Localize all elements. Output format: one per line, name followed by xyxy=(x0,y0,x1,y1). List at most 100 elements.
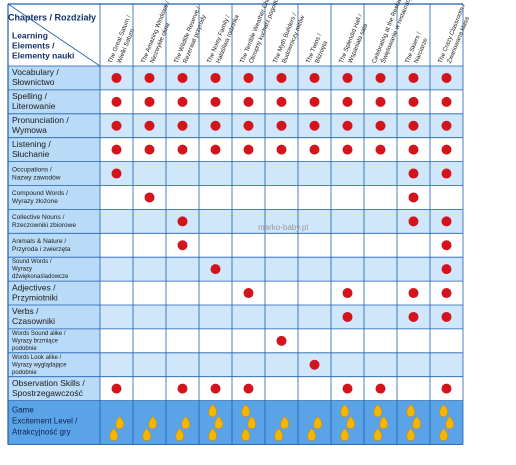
row-label: Words Look alike / xyxy=(12,355,62,361)
row-label: Words Sound alike / xyxy=(12,331,66,337)
dot xyxy=(441,72,452,83)
dot xyxy=(375,96,386,107)
row-label: podobnie xyxy=(12,346,37,352)
row-label: Nazwy zawodów xyxy=(12,174,61,181)
row-bg xyxy=(8,137,463,162)
dot xyxy=(342,120,353,131)
flames xyxy=(274,416,289,441)
dot xyxy=(309,144,320,155)
row-label: Wyrazy xyxy=(12,267,32,273)
dot xyxy=(441,144,452,155)
flames xyxy=(241,404,256,441)
row-label: Wyrazy złożone xyxy=(12,198,58,205)
row-label: Observation Skills / xyxy=(12,378,85,388)
game-label: Excitement Level / xyxy=(12,417,78,426)
flame xyxy=(280,416,289,429)
dot xyxy=(144,120,155,131)
dot xyxy=(111,96,122,107)
flame xyxy=(313,416,322,429)
dot xyxy=(111,72,122,83)
row-label: Verbs / xyxy=(12,306,39,316)
watermark: marko-baby.pl xyxy=(258,223,308,232)
dot xyxy=(342,288,353,299)
dot xyxy=(144,144,155,155)
flames xyxy=(142,416,157,441)
flames xyxy=(109,416,124,441)
flame xyxy=(274,428,283,441)
dot xyxy=(111,120,122,131)
row-bg xyxy=(8,376,463,401)
dot xyxy=(243,288,254,299)
flames xyxy=(373,404,388,441)
flame xyxy=(175,428,184,441)
dot xyxy=(177,96,188,107)
label-bg xyxy=(8,161,100,186)
dot xyxy=(276,335,287,346)
elements-label: Elementy nauki xyxy=(12,50,74,60)
corner-diagonal xyxy=(7,3,101,67)
label-bg xyxy=(8,209,100,234)
row-label: Compound Words / xyxy=(12,190,68,197)
row-bg xyxy=(8,281,463,305)
dot xyxy=(441,288,452,299)
elements-label: Elements / xyxy=(12,40,55,50)
label-bg xyxy=(8,89,100,114)
dot xyxy=(210,264,221,275)
flame xyxy=(406,428,415,441)
label-bg xyxy=(8,376,100,401)
label-bg xyxy=(8,113,100,138)
dot xyxy=(375,144,386,155)
header-bg xyxy=(8,4,463,66)
row-bg xyxy=(8,89,463,114)
row-bg xyxy=(8,352,463,377)
row-label: Pronunciation / xyxy=(12,115,69,125)
dot xyxy=(408,192,419,203)
flame xyxy=(346,416,355,429)
game-label: Game xyxy=(12,406,34,415)
dot xyxy=(144,96,155,107)
flames xyxy=(439,404,454,441)
dot xyxy=(408,144,419,155)
row-label: Spostrzegawczość xyxy=(12,388,84,398)
dot xyxy=(408,96,419,107)
dot xyxy=(243,72,254,83)
flame xyxy=(439,428,448,441)
dot xyxy=(111,168,122,179)
game-label: Atrakcyjność gry xyxy=(12,428,71,437)
dot xyxy=(309,359,320,370)
row-bg xyxy=(8,233,463,258)
dot xyxy=(177,72,188,83)
flame xyxy=(439,404,448,417)
dot xyxy=(309,72,320,83)
dot xyxy=(276,144,287,155)
dot xyxy=(342,144,353,155)
flame xyxy=(247,416,256,429)
dot xyxy=(408,216,419,227)
row-bg xyxy=(8,328,463,353)
dot xyxy=(177,216,188,227)
row-label: Vocabulary / xyxy=(12,67,59,77)
flame xyxy=(379,416,388,429)
label-bg xyxy=(8,66,100,90)
dot xyxy=(177,383,188,394)
dot xyxy=(342,383,353,394)
flame xyxy=(307,428,316,441)
label-bg xyxy=(8,352,100,377)
row-bg xyxy=(8,185,463,210)
label-bg xyxy=(8,233,100,258)
dot xyxy=(441,264,452,275)
flame xyxy=(241,428,250,441)
dot xyxy=(441,311,452,322)
flame xyxy=(406,404,415,417)
flames xyxy=(307,416,322,441)
label-bg xyxy=(8,305,100,329)
row-bg xyxy=(8,305,463,329)
dot xyxy=(375,72,386,83)
dot xyxy=(144,192,155,203)
dot xyxy=(177,240,188,251)
dot xyxy=(441,216,452,227)
dot xyxy=(210,96,221,107)
row-label: Listening / xyxy=(12,139,51,149)
dot xyxy=(408,311,419,322)
